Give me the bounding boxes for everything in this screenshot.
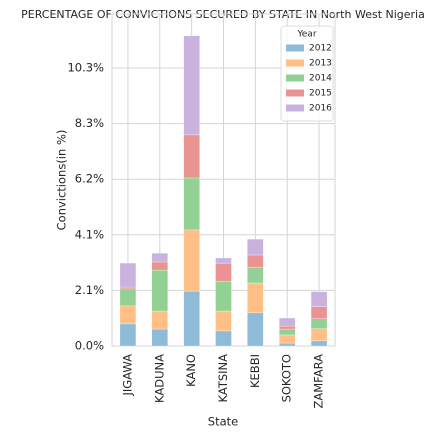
legend-swatch	[286, 44, 304, 52]
bar-segment	[183, 229, 200, 292]
bar-segment	[310, 328, 328, 342]
legend-label: 2014	[309, 74, 332, 84]
legend-title: Year	[296, 30, 316, 40]
bar-segment	[247, 282, 264, 314]
legend-label: 2012	[309, 44, 332, 54]
bar-segment	[279, 317, 296, 327]
y-axis-label: Convictions(in %)	[55, 130, 69, 231]
bar-segment	[119, 262, 137, 288]
y-tick-label: 8.3%	[75, 116, 104, 130]
bar-segment	[183, 134, 200, 179]
legend-swatch	[286, 89, 304, 97]
bar-segment	[215, 280, 232, 312]
bar-segment	[279, 328, 296, 336]
bar-segment	[183, 35, 200, 136]
bar-segment	[151, 261, 168, 271]
x-axis-label: State	[208, 415, 238, 429]
legend-label: 2016	[309, 104, 332, 114]
x-tick-label: KATSINA	[216, 354, 230, 403]
bar-segment	[119, 305, 137, 325]
bar-segment	[215, 257, 232, 264]
bar-segment	[119, 288, 137, 307]
bar-segment	[310, 306, 328, 319]
bar-segment	[310, 340, 328, 347]
bar-segment	[279, 325, 296, 330]
legend-label: 2015	[309, 89, 332, 99]
bar-segment	[151, 252, 168, 263]
bar-segment	[119, 286, 137, 290]
legend-swatch	[286, 74, 304, 82]
y-tick-label: 10.3%	[67, 60, 104, 74]
x-tick-label: KEBBI	[248, 354, 262, 388]
y-tick-label: 0.0%	[75, 339, 104, 353]
y-tick-label: 2.1%	[75, 283, 104, 297]
legend-swatch	[286, 104, 304, 112]
bar-segment	[247, 312, 264, 347]
x-tick-label: JIGAWA	[120, 354, 134, 397]
x-tick-label: ZAMFARA	[312, 354, 326, 409]
legend-swatch	[286, 59, 304, 67]
bar-segment	[119, 323, 137, 347]
bar-segment	[310, 291, 328, 307]
bar-segment	[247, 238, 264, 256]
bar-segment	[215, 262, 232, 282]
bar-segment	[183, 177, 200, 231]
bar-segment	[247, 266, 264, 284]
x-tick-label: KANO	[184, 354, 198, 387]
bar-segment	[279, 334, 296, 344]
bar-segment	[279, 342, 296, 347]
bar-segment	[151, 269, 168, 312]
legend: Year 2012 2013 2014 2015 2016	[280, 25, 334, 122]
bar-segment	[215, 330, 232, 347]
bar-segment	[151, 328, 168, 347]
bar-segment	[247, 254, 264, 268]
x-tick-label: KADUNA	[152, 354, 166, 403]
bar-segment	[310, 318, 328, 329]
bar-segment	[215, 310, 232, 332]
bar-segment	[151, 310, 168, 330]
legend-label: 2013	[309, 59, 332, 69]
y-tick-label: 4.1%	[75, 227, 104, 241]
y-tick-label: 6.2%	[75, 172, 104, 186]
x-tick-label: SOKOTO	[280, 354, 294, 402]
bar-segment	[183, 290, 200, 347]
